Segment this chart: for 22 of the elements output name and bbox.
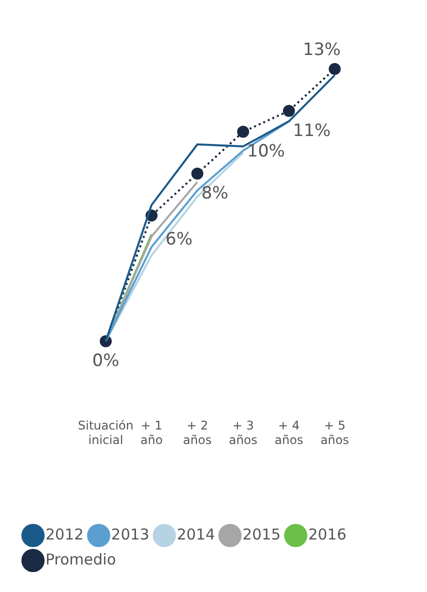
legend-label: 2015 xyxy=(242,525,281,544)
x-tick-label: + 5 años xyxy=(320,418,350,447)
point xyxy=(328,62,341,75)
point xyxy=(191,168,204,180)
legend-label: 2016 xyxy=(308,525,346,544)
legend-label: 2014 xyxy=(176,525,216,544)
x-tick-label: Situación inicial xyxy=(78,418,134,447)
data-label: 11% xyxy=(292,120,331,141)
data-label: 8% xyxy=(201,184,228,204)
data-label: 6% xyxy=(166,229,193,250)
data-label: 13% xyxy=(302,40,341,60)
legend-label: 2012 xyxy=(46,525,84,544)
legend-label: Promedio xyxy=(46,550,116,568)
data-label: 0% xyxy=(92,351,120,372)
point xyxy=(237,126,250,138)
x-tick-label: + 2 años xyxy=(183,418,212,447)
x-tick-label: + 4 años xyxy=(274,418,304,447)
data-label: 10% xyxy=(247,142,285,162)
point xyxy=(282,104,295,117)
x-tick-label: + 3 años xyxy=(228,418,258,447)
x-tick-label: + 1 año xyxy=(140,418,163,447)
legend-label: 2013 xyxy=(111,525,150,544)
